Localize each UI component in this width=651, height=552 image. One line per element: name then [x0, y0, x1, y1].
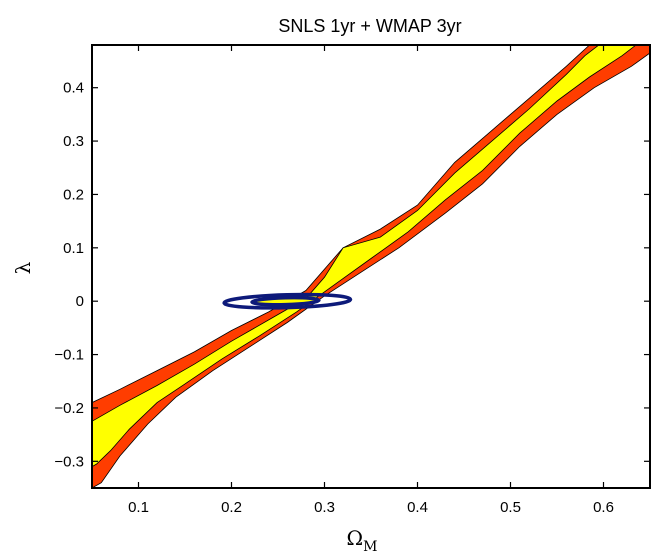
x-tick-label: 0.3	[314, 499, 335, 516]
x-axis-label-main: Ω	[347, 526, 364, 550]
x-tick-label: 0.2	[221, 499, 242, 516]
confidence-regions	[92, 45, 650, 488]
y-tick-label: 0.3	[63, 133, 84, 150]
y-tick-label: 0.2	[63, 186, 84, 203]
outer-confidence-region	[92, 45, 650, 488]
x-tick-label: 0.1	[128, 499, 149, 516]
y-tick-label: 0.1	[63, 240, 84, 257]
x-axis: 0.1 0.2 0.3 0.4 0.5 0.6	[128, 45, 614, 516]
x-tick-label: 0.4	[407, 499, 428, 516]
y-tick-label: −0.1	[54, 347, 84, 364]
x-tick-label: 0.5	[500, 499, 521, 516]
y-axis-label: λ	[11, 261, 35, 274]
chart-title: SNLS 1yr + WMAP 3yr	[278, 16, 461, 36]
x-axis-label: ΩM	[347, 526, 378, 552]
outer-ellipse	[222, 292, 353, 310]
plot-frame	[91, 44, 651, 489]
x-axis-label-subscript: M	[363, 539, 377, 552]
y-axis: 0.4 0.3 0.2 0.1 0 −0.1 −0.2 −0.3	[54, 80, 650, 470]
wmap-ellipses	[222, 292, 353, 310]
y-tick-label: −0.3	[54, 453, 84, 470]
inner-ellipse	[250, 295, 321, 307]
y-tick-label: 0.4	[63, 80, 84, 97]
x-tick-label: 0.6	[593, 499, 614, 516]
y-tick-label: 0	[76, 293, 84, 310]
y-tick-label: −0.2	[54, 400, 84, 417]
